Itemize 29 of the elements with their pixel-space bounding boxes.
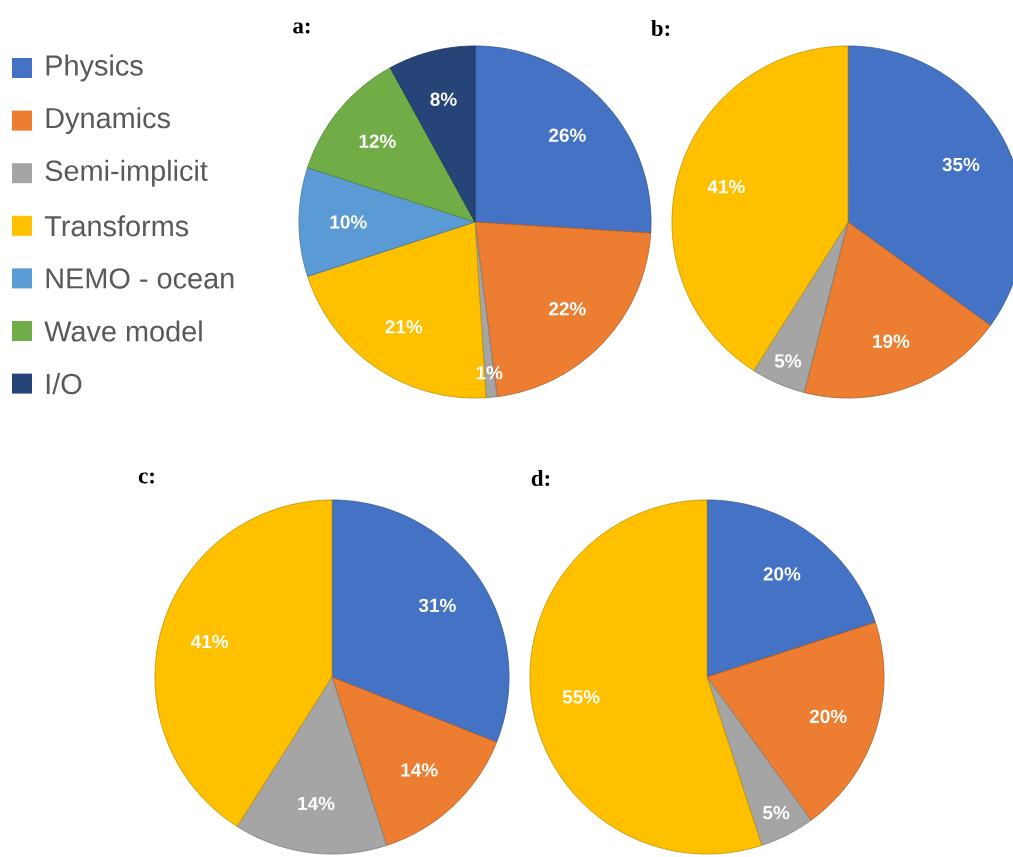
- data-label: 12%: [359, 134, 396, 148]
- legend-label: Wave model: [44, 320, 202, 342]
- chart-title: c:: [138, 472, 154, 484]
- data-label: 41%: [190, 634, 229, 649]
- data-label: 41%: [707, 179, 745, 194]
- data-label: 5%: [763, 805, 790, 820]
- legend-label: Transforms: [44, 215, 189, 237]
- data-label: 20%: [809, 709, 847, 724]
- data-label: 22%: [549, 302, 586, 316]
- data-label: 8%: [430, 92, 457, 106]
- data-label: 14%: [401, 763, 438, 777]
- chart-title: b:: [651, 19, 670, 37]
- data-label: 5%: [774, 354, 802, 368]
- chart-title: a:: [293, 22, 310, 34]
- legend-label: Physics: [46, 54, 143, 82]
- legend-label: NEMO - ocean: [46, 268, 234, 289]
- data-label: 35%: [942, 157, 980, 172]
- legend-label: I/O: [46, 372, 82, 395]
- legend-label: Dynamics: [46, 107, 170, 135]
- data-label: 20%: [763, 567, 801, 581]
- legend-label: Semi-implicit: [45, 159, 208, 187]
- data-label: 10%: [330, 215, 367, 229]
- data-label: 55%: [562, 690, 600, 704]
- data-label: 21%: [385, 320, 423, 334]
- data-label: 19%: [873, 334, 910, 348]
- data-label: 26%: [549, 128, 586, 142]
- data-label: 14%: [298, 796, 335, 811]
- data-label: 31%: [418, 598, 456, 613]
- chart-title: d:: [531, 469, 550, 487]
